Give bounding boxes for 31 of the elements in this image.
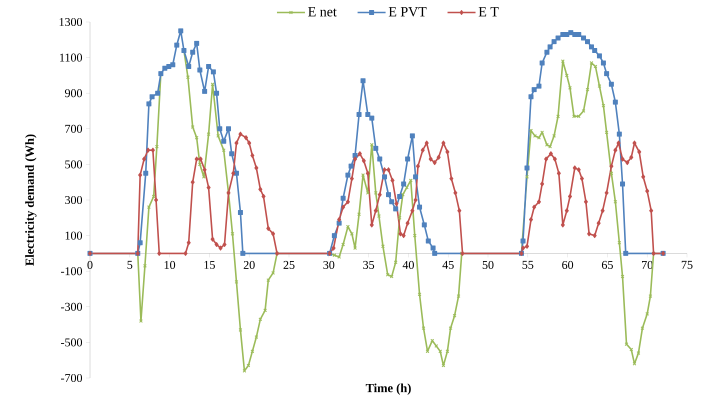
- y-tick-label: -500: [61, 338, 82, 346]
- y-tick-label: 1300: [60, 18, 82, 26]
- x-tick-label: 35: [363, 260, 374, 269]
- y-tick-label: 500: [65, 160, 82, 168]
- x-tick-label: 75: [682, 260, 693, 269]
- x-tick-label: 45: [442, 260, 454, 269]
- x-tick-label: 40: [402, 260, 414, 269]
- legend-label: E T: [478, 7, 499, 16]
- legend-label: E PVT: [388, 7, 426, 17]
- x-tick-label: 10: [164, 260, 176, 269]
- y-tick-label: 1100: [60, 54, 82, 62]
- x-tick-label: 65: [602, 260, 613, 269]
- legend-label: E net: [308, 7, 337, 16]
- x-tick-label: 0: [87, 260, 93, 269]
- y-tick-label: 100: [66, 232, 82, 240]
- x-tick-label: 25: [284, 260, 295, 269]
- x-tick-label: 30: [323, 260, 334, 269]
- x-tick-label: 15: [204, 260, 215, 269]
- y-tick-label: 700: [65, 124, 82, 133]
- x-tick-label: 60: [562, 260, 574, 269]
- x-tick-label: 5: [128, 260, 132, 269]
- y-tick-label: -100: [61, 267, 82, 276]
- y-tick-label: 900: [64, 89, 82, 98]
- y-tick-label: 300: [65, 196, 82, 204]
- y-axis-title: Electricity demand (Wh): [25, 134, 36, 266]
- y-tick-label: -700: [61, 374, 82, 382]
- x-axis-title: Time (h): [366, 384, 411, 395]
- x-tick-label: 50: [482, 260, 494, 269]
- x-tick-label: 55: [522, 260, 534, 269]
- y-tick-label: -300: [61, 302, 82, 311]
- x-tick-label: 20: [244, 260, 255, 269]
